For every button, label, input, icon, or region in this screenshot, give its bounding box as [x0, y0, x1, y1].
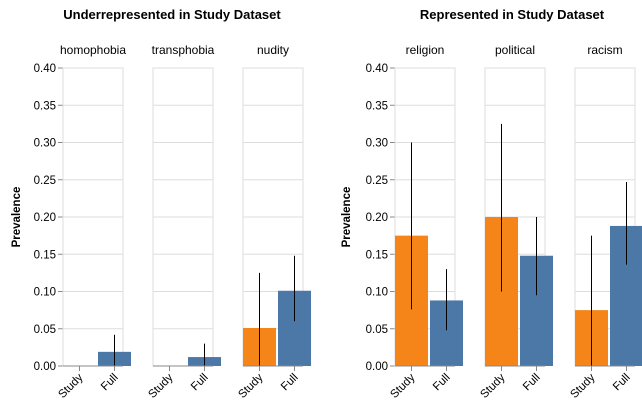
facet-title: nudity	[257, 43, 289, 57]
y-tick-label: 0.35	[366, 100, 388, 112]
x-tick-label: Full	[279, 372, 301, 394]
facet-racism: racism Study Full	[568, 43, 642, 401]
chart-title: Underrepresented in Study Dataset	[63, 7, 281, 22]
x-tick-label: Study	[56, 371, 85, 400]
x-tick-label: Study	[388, 371, 417, 400]
x-tick-label: Full	[431, 372, 453, 394]
chart-panel: Represented in Study Dataset Prevalence 0.…	[341, 7, 642, 401]
y-tick-label: 0.05	[366, 324, 388, 336]
y-tick-label: 0.10	[34, 287, 56, 299]
y-tick-label: 0.20	[366, 212, 388, 224]
y-tick-label: 0.30	[34, 138, 56, 150]
x-tick-label: Full	[521, 372, 543, 394]
facet-title: political	[495, 43, 535, 57]
x-tick-label: Study	[236, 371, 265, 400]
y-tick-label: 0.05	[34, 324, 56, 336]
y-axis-label: Prevalence	[11, 187, 23, 248]
x-tick-label: Study	[568, 371, 597, 400]
facet-title: transphobia	[152, 43, 215, 57]
y-tick-label: 0.25	[366, 175, 388, 187]
chart-title: Represented in Study Dataset	[420, 7, 605, 22]
facet-title: homophobia	[60, 43, 126, 57]
y-axis-label: Prevalence	[341, 187, 353, 248]
y-tick-label: 0.40	[34, 63, 56, 75]
y-axis: 0.00 0.05 0.10 0.15 0.20 0.25 0.30 0.35 0.40	[366, 63, 396, 373]
x-tick-label: Full	[99, 372, 121, 394]
facet-transphobia: transphobia Study Full	[146, 43, 221, 401]
facet-political: political Study Full	[478, 43, 553, 401]
y-tick-label: 0.30	[366, 138, 388, 150]
x-tick-label: Full	[611, 372, 633, 394]
y-tick-label: 0.00	[366, 361, 388, 373]
facet-title: religion	[406, 43, 445, 57]
facet-homophobia: homophobia Study Full	[56, 43, 131, 401]
y-tick-label: 0.15	[366, 249, 388, 261]
facet-title: racism	[587, 43, 622, 57]
y-axis: 0.00 0.05 0.10 0.15 0.20 0.25 0.30 0.35 0.40	[34, 63, 64, 373]
x-tick-label: Study	[146, 371, 175, 400]
y-tick-label: 0.15	[34, 249, 56, 261]
y-tick-label: 0.00	[34, 361, 56, 373]
y-tick-label: 0.25	[34, 175, 56, 187]
facet-nudity: nudity Study Full	[236, 43, 311, 401]
y-tick-label: 0.10	[366, 287, 388, 299]
facet-religion: religion Study Full	[388, 43, 463, 401]
y-tick-label: 0.35	[34, 100, 56, 112]
y-tick-label: 0.40	[366, 63, 388, 75]
y-tick-label: 0.20	[34, 212, 56, 224]
chart-panel: Underrepresented in Study Dataset Prevale…	[11, 7, 311, 401]
x-tick-label: Study	[478, 371, 507, 400]
x-tick-label: Full	[189, 372, 211, 394]
